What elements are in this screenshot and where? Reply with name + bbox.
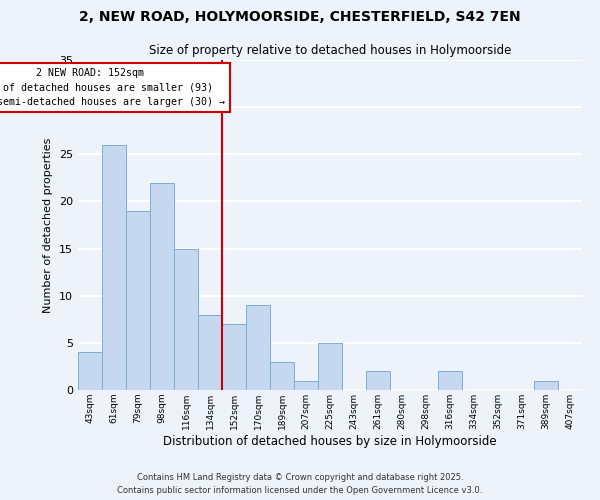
Bar — [150, 182, 174, 390]
Bar — [318, 343, 342, 390]
Text: 2, NEW ROAD, HOLYMOORSIDE, CHESTERFIELD, S42 7EN: 2, NEW ROAD, HOLYMOORSIDE, CHESTERFIELD,… — [79, 10, 521, 24]
Bar — [246, 305, 270, 390]
Bar — [294, 380, 318, 390]
Bar — [102, 145, 126, 390]
Bar — [366, 371, 390, 390]
Bar — [534, 380, 558, 390]
Bar — [174, 248, 198, 390]
Bar — [438, 371, 462, 390]
Text: 2 NEW ROAD: 152sqm
← 76% of detached houses are smaller (93)
24% of semi-detache: 2 NEW ROAD: 152sqm ← 76% of detached hou… — [0, 68, 225, 107]
Bar — [126, 211, 150, 390]
Bar — [222, 324, 246, 390]
Text: Contains HM Land Registry data © Crown copyright and database right 2025.
Contai: Contains HM Land Registry data © Crown c… — [118, 474, 482, 495]
Bar — [270, 362, 294, 390]
Bar — [78, 352, 102, 390]
X-axis label: Distribution of detached houses by size in Holymoorside: Distribution of detached houses by size … — [163, 434, 497, 448]
Bar — [198, 314, 222, 390]
Title: Size of property relative to detached houses in Holymoorside: Size of property relative to detached ho… — [149, 44, 511, 58]
Y-axis label: Number of detached properties: Number of detached properties — [43, 138, 53, 312]
